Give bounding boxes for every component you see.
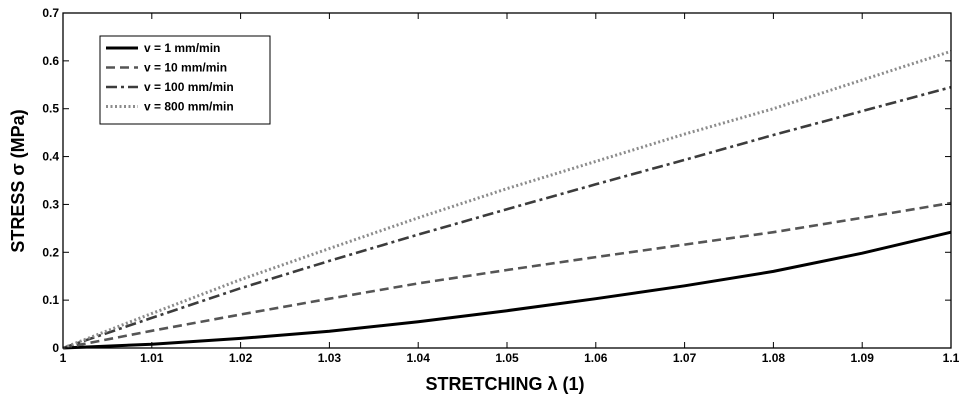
legend: v = 1 mm/min v = 10 mm/min v = 100 mm/min v… <box>99 35 271 125</box>
axes-layer: 1 1.01 1.02 1.03 1.04 1.05 1.06 1.07 1.08 1.09 1.1… <box>42 6 959 365</box>
x-tick-label: 1.06 <box>584 351 608 365</box>
x-tick-label: 1.07 <box>673 351 697 365</box>
legend-label-2: v = 10 mm/min <box>144 61 227 75</box>
y-tick-label: 0 <box>52 341 59 355</box>
y-tick-label: 0.5 <box>42 102 59 116</box>
x-tick-label: 1.01 <box>140 351 164 365</box>
y-tick-label: 0.7 <box>42 6 59 20</box>
legend-label-4: v = 800 mm/min <box>144 100 234 114</box>
series-line-4 <box>62 49 952 350</box>
x-axis-label: STRETCHING λ (1) <box>425 374 584 394</box>
y-tick-label: 0.3 <box>42 197 59 211</box>
x-tick-label: 1.05 <box>495 351 519 365</box>
y-tick-label: 0.1 <box>42 293 59 307</box>
x-tick-label: 1.02 <box>229 351 253 365</box>
y-tick-label: 0.2 <box>42 245 59 259</box>
x-tick-label: 1.08 <box>762 351 786 365</box>
legend-box <box>99 35 271 125</box>
x-tick-label: 1.09 <box>851 351 875 365</box>
x-tick-label: 1.1 <box>943 351 960 365</box>
y-axis-label: STRESS σ (MPa) <box>8 109 28 252</box>
x-tick-label: 1 <box>60 351 67 365</box>
series-line-1 <box>62 230 952 350</box>
series-line-2 <box>62 201 952 350</box>
y-tick-label: 0.6 <box>42 54 59 68</box>
y-tick-label: 0.4 <box>42 150 59 164</box>
legend-label-3: v = 100 mm/min <box>144 80 234 94</box>
plot-layer <box>62 49 952 350</box>
x-tick-label: 1.04 <box>407 351 431 365</box>
series-line-3 <box>62 85 952 350</box>
legend-label-1: v = 1 mm/min <box>144 41 220 55</box>
x-tick-label: 1.03 <box>318 351 342 365</box>
